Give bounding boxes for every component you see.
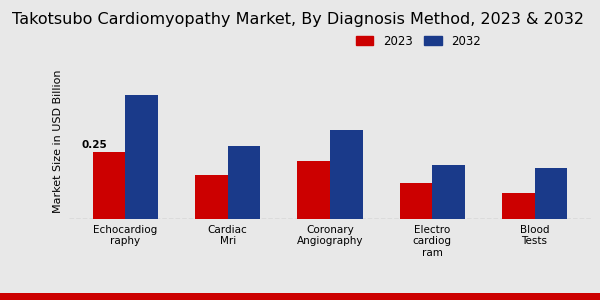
- Text: Takotsubo Cardiomyopathy Market, By Diagnosis Method, 2023 & 2032: Takotsubo Cardiomyopathy Market, By Diag…: [12, 12, 584, 27]
- Bar: [297, 161, 330, 219]
- Bar: [432, 165, 465, 219]
- Bar: [125, 95, 158, 219]
- Bar: [502, 194, 535, 219]
- Text: 0.25: 0.25: [81, 140, 107, 150]
- Bar: [195, 175, 228, 219]
- Bar: [535, 168, 567, 219]
- Bar: [330, 130, 363, 219]
- Bar: [400, 183, 432, 219]
- Legend: 2023, 2032: 2023, 2032: [351, 30, 486, 52]
- Y-axis label: Market Size in USD Billion: Market Size in USD Billion: [53, 69, 64, 213]
- Bar: [93, 152, 125, 219]
- Bar: [228, 146, 260, 219]
